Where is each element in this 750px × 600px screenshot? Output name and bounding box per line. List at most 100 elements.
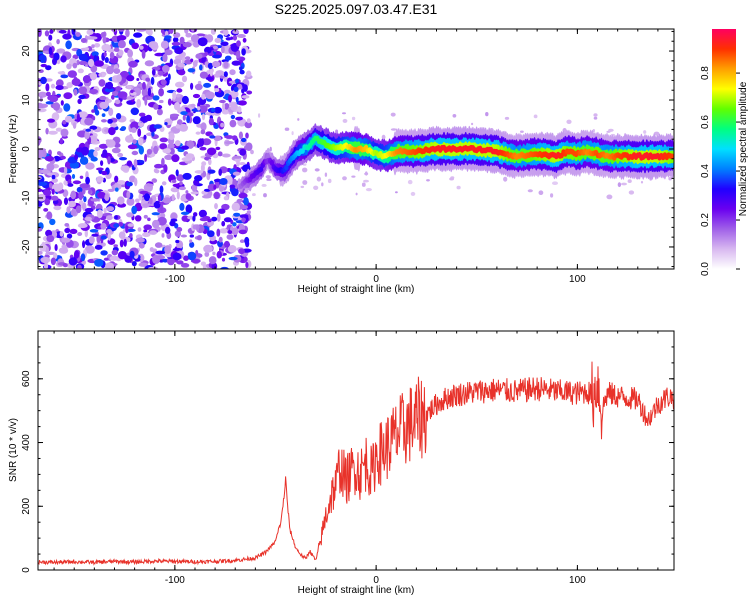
noise-blob (182, 42, 192, 48)
noise-blob (114, 215, 118, 220)
noise-blob (85, 176, 90, 185)
noise-blob (205, 91, 215, 100)
noise-blob (321, 182, 324, 187)
noise-blob (324, 172, 328, 177)
noise-blob (39, 96, 43, 102)
noise-blob (211, 216, 218, 222)
noise-blob (213, 184, 217, 190)
noise-blob (164, 154, 173, 160)
noise-blob (49, 182, 53, 189)
noise-blob (243, 29, 249, 34)
noise-blob (192, 93, 201, 99)
y-tick-label: 0 (21, 146, 32, 152)
noise-blob (157, 194, 162, 202)
noise-blob (215, 146, 221, 151)
noise-blob (643, 130, 647, 134)
noise-blob (139, 45, 144, 50)
noise-blob (125, 29, 130, 38)
spectrogram-ridge (237, 123, 674, 193)
noise-blob (49, 218, 56, 226)
noise-blob (194, 83, 203, 91)
noise-blob (60, 155, 66, 160)
noise-blob (220, 266, 229, 269)
noise-blob (202, 263, 207, 269)
noise-blob (153, 124, 162, 129)
noise-blob (204, 51, 209, 56)
noise-blob (82, 202, 87, 211)
noise-blob (538, 190, 544, 195)
noise-blob (219, 228, 228, 234)
noise-blob (180, 145, 189, 150)
noise-blob (112, 90, 119, 97)
noise-blob (131, 261, 137, 267)
y-tick-label: 600 (21, 370, 32, 387)
noise-blob (189, 234, 194, 238)
noise-blob (48, 130, 58, 135)
noise-blob (159, 137, 168, 143)
noise-blob (176, 191, 180, 200)
noise-blob (126, 85, 132, 90)
noise-blob (63, 92, 73, 100)
noise-blob (113, 47, 120, 52)
noise-blob (224, 55, 232, 61)
noise-blob (138, 112, 146, 117)
noise-blob (84, 216, 92, 221)
noise-blob (219, 178, 228, 185)
noise-blob (154, 163, 163, 169)
noise-blob (70, 209, 77, 216)
noise-blob (71, 174, 76, 179)
noise-blob (72, 180, 82, 185)
noise-blob (115, 86, 121, 92)
noise-blob (149, 230, 158, 235)
noise-blob (222, 102, 226, 111)
noise-blob (62, 33, 72, 40)
noise-blob (137, 128, 142, 137)
noise-blob (179, 123, 188, 132)
noise-blob (128, 60, 138, 68)
noise-blob (219, 99, 226, 104)
noise-blob (52, 102, 61, 111)
noise-blob (209, 135, 216, 139)
noise-blob (101, 113, 106, 117)
noise-blob (161, 181, 167, 186)
noise-blob (228, 94, 232, 103)
noise-blob (78, 60, 88, 66)
noise-blob (216, 250, 222, 259)
noise-blob (131, 205, 138, 215)
noise-blob (43, 189, 52, 196)
noise-blob (48, 47, 53, 56)
noise-blob (190, 58, 194, 63)
colorbar-tick-label: 0.8 (700, 66, 711, 80)
noise-blob (79, 156, 89, 165)
noise-blob (224, 141, 234, 145)
noise-blob (38, 202, 43, 207)
noise-blob (239, 214, 249, 219)
noise-blob (51, 195, 59, 201)
noise-blob (207, 62, 213, 70)
colorbar: 0.0 0.2 0.4 0.6 0.8 Normalized spectral ampl… (700, 29, 749, 276)
noise-blob (527, 189, 533, 193)
noise-blob (175, 239, 180, 244)
noise-blob (232, 155, 242, 159)
noise-blob (133, 32, 143, 38)
noise-blob (142, 81, 146, 90)
noise-blob (84, 207, 94, 213)
noise-blob (64, 223, 70, 227)
noise-blob (238, 66, 243, 71)
noise-blob (60, 128, 69, 137)
noise-blob (74, 154, 79, 161)
noise-blob (60, 100, 64, 106)
noise-blob (114, 99, 121, 105)
noise-blob (86, 29, 94, 35)
noise-blob (212, 251, 216, 256)
noise-blob (44, 30, 50, 37)
noise-blob (266, 178, 272, 181)
noise-blob (170, 187, 180, 193)
noise-blob (351, 175, 356, 178)
noise-blob (169, 147, 175, 155)
noise-blob (107, 188, 115, 192)
noise-blob (155, 255, 166, 260)
noise-blob (221, 153, 231, 158)
noise-blob (151, 131, 155, 137)
noise-blob (217, 151, 223, 157)
